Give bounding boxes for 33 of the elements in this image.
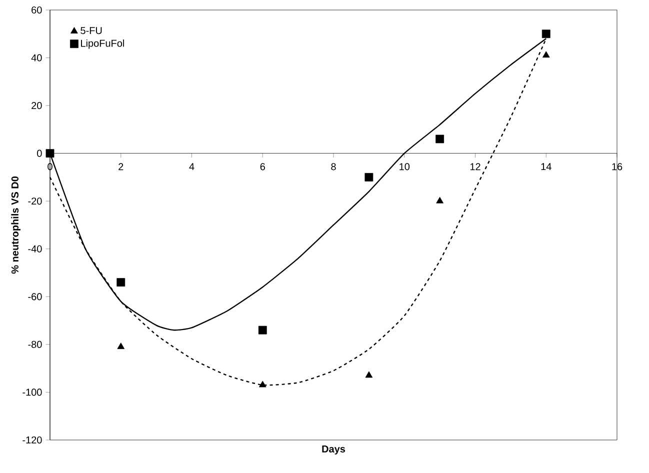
y-tick-label: -80	[28, 340, 42, 348]
legend-label: LipoFuFol	[81, 39, 124, 49]
x-tick-label: 12	[470, 163, 480, 170]
y-tick-label: -60	[28, 293, 42, 300]
y-tick-label: -20	[28, 198, 42, 205]
y-tick-label: -120	[22, 436, 42, 444]
point	[436, 196, 444, 204]
y-tick-label: 0	[37, 150, 42, 157]
x-tick-label: 4	[189, 163, 194, 170]
point	[258, 326, 267, 334]
point	[117, 342, 125, 350]
legend-label: 5-FU	[80, 27, 102, 34]
point	[365, 371, 373, 378]
y-axis-title: % neutrophils VS D0	[11, 176, 20, 274]
point	[364, 173, 374, 182]
point	[542, 51, 550, 58]
y-tick-label: -40	[28, 245, 42, 252]
x-tick-label: 14	[541, 163, 552, 170]
point	[542, 30, 550, 38]
y-tick-label: 40	[31, 54, 42, 62]
y-tick-label: 60	[32, 6, 42, 14]
y-tick-label: -100	[22, 388, 42, 396]
x-tick-label: 16	[612, 163, 622, 170]
point	[258, 380, 266, 388]
point	[436, 134, 444, 144]
x-axis-title: Days	[322, 446, 346, 454]
point	[46, 149, 54, 158]
point	[116, 278, 126, 287]
x-tick-label: 10	[400, 163, 410, 170]
x-tick-label: 2	[118, 163, 124, 170]
x-tick-label: 6	[260, 163, 265, 170]
x-tick-label: 8	[331, 163, 336, 170]
y-tick-label: 20	[32, 102, 42, 110]
